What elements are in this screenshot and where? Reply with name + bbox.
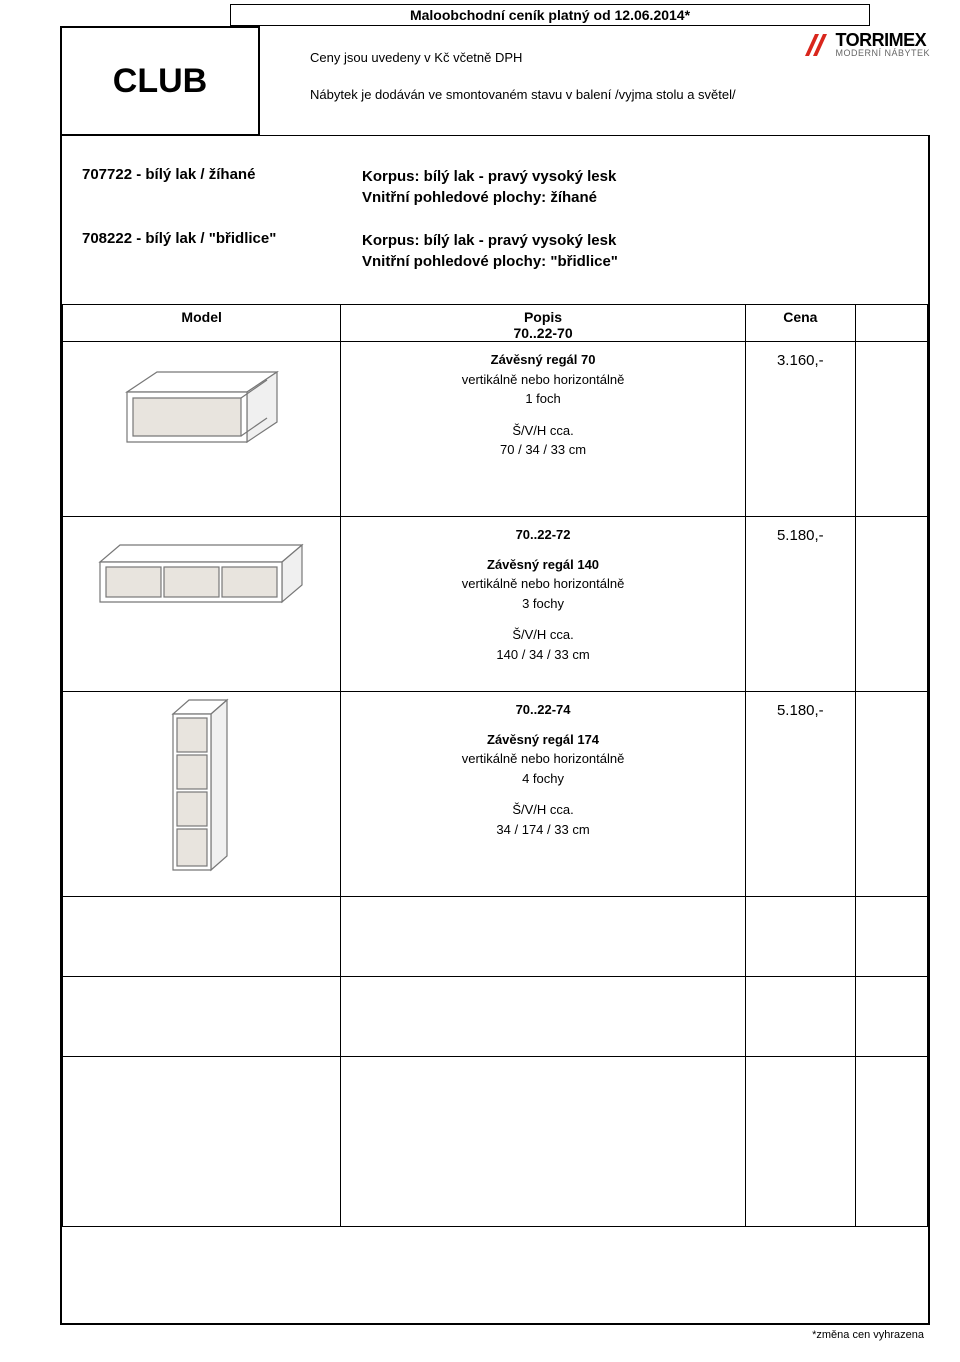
variant-desc-1: Korpus: bílý lak - pravý vysoký lesk Vni… [362, 230, 618, 272]
p1-line2: vertikálně nebo horizontálně [347, 574, 738, 594]
th-cena: Cena [745, 305, 855, 342]
th-popis: Popis 70..22-70 [341, 305, 745, 342]
product-desc-cell-0: Závěsný regál 70 vertikálně nebo horizon… [341, 342, 745, 517]
p2-line2: vertikálně nebo horizontálně [347, 749, 738, 769]
club-box: CLUB [60, 26, 260, 136]
p0-title: Závěsný regál 70 [347, 350, 738, 370]
logo-text-main: TORRIMEX [835, 31, 930, 49]
variant-code-0: 707722 - bílý lak / žíhané [82, 166, 362, 208]
product-row-2: 70..22-74 Závěsný regál 174 vertikálně n… [63, 692, 928, 897]
variant-desc-1-l1: Korpus: bílý lak - pravý vysoký lesk [362, 230, 618, 251]
shelf174-icon [167, 696, 237, 876]
brand-logo: TORRIMEX MODERNÍ NÁBYTEK [803, 31, 930, 58]
header-line2: Nábytek je dodáván ve smontovaném stavu … [310, 83, 736, 106]
shelf140-icon [92, 537, 312, 612]
torrimex-logo-icon [803, 32, 829, 58]
content-frame: 707722 - bílý lak / žíhané Korpus: bílý … [60, 135, 930, 1325]
p1-title: Závěsný regál 140 [347, 555, 738, 575]
product-image-cell-0 [63, 342, 341, 517]
variant-code-1: 708222 - bílý lak / "břidlice" [82, 230, 362, 272]
p2-code: 70..22-74 [347, 700, 738, 720]
p0-line2: vertikálně nebo horizontálně [347, 370, 738, 390]
variant-desc-0-l2: Vnitřní pohledové plochy: žíhané [362, 187, 616, 208]
product-desc-cell-1: 70..22-72 Závěsný regál 140 vertikálně n… [341, 517, 745, 692]
shelf70-icon [117, 362, 287, 457]
header-line1: Ceny jsou uvedeny v Kč včetně DPH [310, 46, 736, 69]
table-header-row: Model Popis 70..22-70 Cena [63, 305, 928, 342]
p1-dims: 140 / 34 / 33 cm [347, 645, 738, 665]
empty-row-2 [63, 1057, 928, 1227]
p2-dimlabel: Š/V/H cca. [347, 800, 738, 820]
p2-line3: 4 fochy [347, 769, 738, 789]
product-price-cell-1: 5.180,- [745, 517, 855, 692]
product-code-0: 70..22-70 [513, 325, 572, 341]
product-price-cell-2: 5.180,- [745, 692, 855, 897]
logo-text-sub: MODERNÍ NÁBYTEK [835, 49, 930, 58]
th-empty [855, 305, 927, 342]
variant-desc-0-l1: Korpus: bílý lak - pravý vysoký lesk [362, 166, 616, 187]
product-row-1: 70..22-72 Závěsný regál 140 vertikálně n… [63, 517, 928, 692]
product-empty-cell-1 [855, 517, 927, 692]
p1-code: 70..22-72 [347, 525, 738, 545]
variant-desc-0: Korpus: bílý lak - pravý vysoký lesk Vni… [362, 166, 616, 208]
variant-desc-1-l2: Vnitřní pohledové plochy: "břidlice" [362, 251, 618, 272]
p0-dimlabel: Š/V/H cca. [347, 421, 738, 441]
product-desc-cell-2: 70..22-74 Závěsný regál 174 vertikálně n… [341, 692, 745, 897]
product-empty-cell-0 [855, 342, 927, 517]
variant-block: 707722 - bílý lak / žíhané Korpus: bílý … [62, 136, 928, 304]
product-row-0: Závěsný regál 70 vertikálně nebo horizon… [63, 342, 928, 517]
p1-dimlabel: Š/V/H cca. [347, 625, 738, 645]
empty-row-0 [63, 897, 928, 977]
product-price-cell-0: 3.160,- [745, 342, 855, 517]
header-notes: Ceny jsou uvedeny v Kč včetně DPH Nábyte… [310, 46, 736, 107]
footer-note: *změna cen vyhrazena [60, 1325, 930, 1341]
th-model: Model [63, 305, 341, 342]
variant-row-1: 708222 - bílý lak / "břidlice" Korpus: b… [82, 230, 908, 272]
product-empty-cell-2 [855, 692, 927, 897]
empty-row-1 [63, 977, 928, 1057]
pricelist-title: Maloobchodní ceník platný od 12.06.2014* [230, 4, 870, 26]
p2-title: Závěsný regál 174 [347, 730, 738, 750]
th-popis-label: Popis [524, 309, 562, 325]
product-table: Model Popis 70..22-70 Cena [62, 304, 928, 1227]
product-image-cell-1 [63, 517, 341, 692]
p0-dims: 70 / 34 / 33 cm [347, 440, 738, 460]
p1-line3: 3 fochy [347, 594, 738, 614]
header-row: CLUB Ceny jsou uvedeny v Kč včetně DPH N… [60, 26, 930, 136]
p0-line3: 1 foch [347, 389, 738, 409]
p2-dims: 34 / 174 / 33 cm [347, 820, 738, 840]
product-image-cell-2 [63, 692, 341, 897]
variant-row-0: 707722 - bílý lak / žíhané Korpus: bílý … [82, 166, 908, 208]
